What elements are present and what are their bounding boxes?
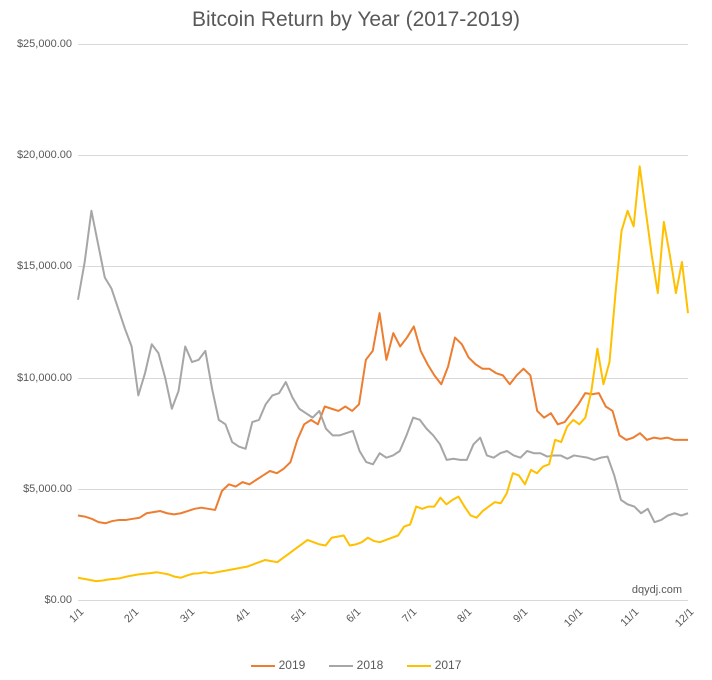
legend-item-2018: 2018	[329, 658, 384, 672]
watermark: dqydj.com	[632, 584, 682, 596]
x-tick-label: 12/1	[660, 606, 697, 643]
legend-label: 2019	[279, 658, 306, 672]
x-tick-label: 5/1	[272, 606, 309, 643]
y-tick-label: $5,000.00	[2, 483, 72, 495]
y-tick-label: $0.00	[2, 594, 72, 606]
x-tick-label: 4/1	[216, 606, 253, 643]
legend-label: 2017	[435, 658, 462, 672]
legend-label: 2018	[357, 658, 384, 672]
x-tick-label: 11/1	[604, 606, 641, 643]
legend-swatch	[251, 665, 275, 667]
line-chart: Bitcoin Return by Year (2017-2019) $25,0…	[0, 0, 712, 680]
series-line-2017	[78, 166, 688, 581]
y-tick-label: $15,000.00	[2, 260, 72, 272]
chart-title: Bitcoin Return by Year (2017-2019)	[0, 8, 712, 32]
y-tick-label: $20,000.00	[2, 149, 72, 161]
y-tick-label: $10,000.00	[2, 372, 72, 384]
x-tick-label: 9/1	[493, 606, 530, 643]
x-tick-label: 7/1	[382, 606, 419, 643]
chart-lines-svg	[78, 44, 688, 600]
legend-item-2017: 2017	[407, 658, 462, 672]
x-tick-label: 8/1	[438, 606, 475, 643]
series-line-2018	[78, 211, 688, 522]
x-tick-label: 2/1	[105, 606, 142, 643]
series-line-2019	[78, 313, 688, 523]
x-tick-label: 1/1	[50, 606, 87, 643]
gridline	[78, 600, 688, 601]
x-tick-label: 3/1	[161, 606, 198, 643]
legend: 2019 2018 2017	[0, 658, 712, 672]
legend-item-2019: 2019	[251, 658, 306, 672]
legend-swatch	[329, 665, 353, 667]
plot-area: dqydj.com	[78, 44, 688, 600]
x-tick-label: 6/1	[327, 606, 364, 643]
legend-swatch	[407, 665, 431, 667]
y-tick-label: $25,000.00	[2, 38, 72, 50]
x-tick-label: 10/1	[549, 606, 586, 643]
